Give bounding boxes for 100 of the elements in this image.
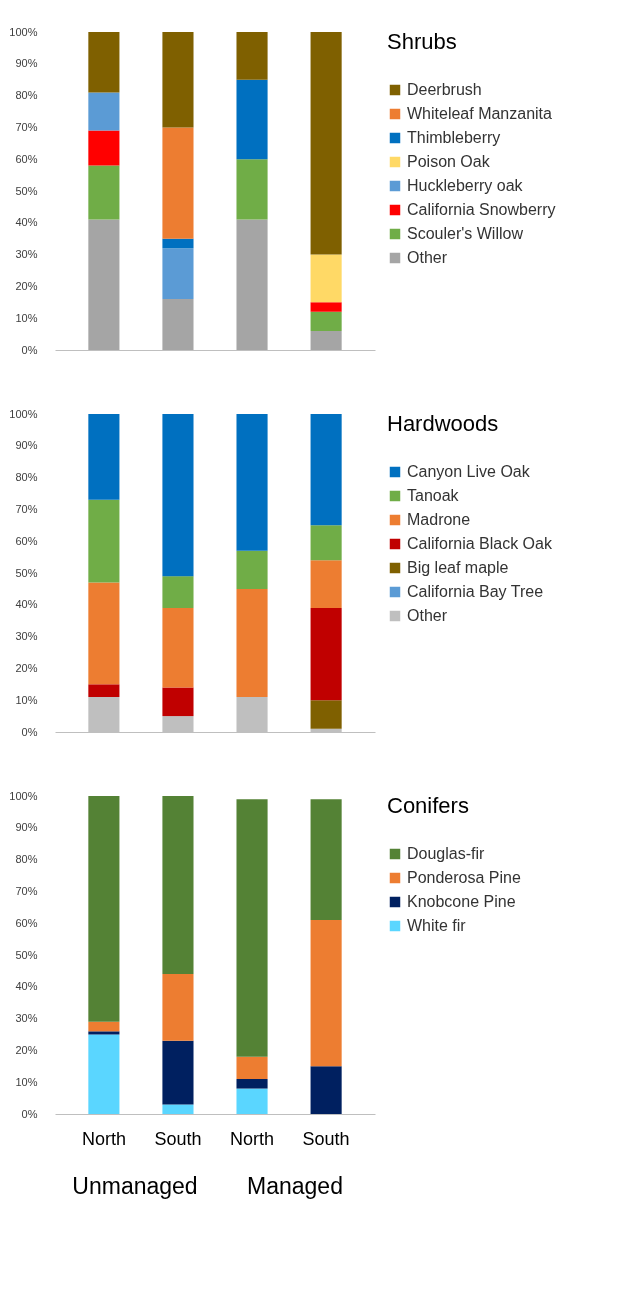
bar — [310, 254, 342, 303]
legend-label: Tanoak — [407, 487, 460, 504]
bar — [236, 1088, 268, 1114]
y-tick-label: 50% — [15, 948, 38, 961]
y-tick-label: 0% — [21, 1107, 38, 1120]
bar — [236, 1079, 268, 1089]
bar — [236, 159, 268, 220]
bar — [162, 687, 194, 717]
legend-label: Huckleberry oak — [407, 177, 524, 194]
legend-label: Canyon Live Oak — [407, 463, 531, 480]
bar — [236, 32, 268, 80]
bar — [88, 92, 120, 131]
y-tick-label: 90% — [15, 821, 38, 834]
bar — [162, 607, 194, 688]
y-tick-label: 20% — [15, 1043, 38, 1056]
bar — [236, 550, 268, 589]
bar — [236, 219, 268, 350]
y-tick-label: 70% — [15, 120, 38, 133]
bar — [162, 127, 194, 239]
y-tick-label: 70% — [15, 884, 38, 897]
bar — [162, 974, 194, 1041]
y-tick-label: 40% — [15, 216, 38, 229]
y-tick-label: 90% — [15, 57, 38, 70]
bar — [236, 799, 268, 1057]
y-tick-label: 0% — [21, 725, 38, 738]
y-tick-label: 80% — [15, 853, 38, 866]
y-tick-label: 0% — [21, 343, 38, 356]
legend-title: Hardwoods — [387, 411, 499, 436]
legend-label: Ponderosa Pine — [407, 869, 521, 886]
bar — [310, 525, 342, 561]
x-tick-label: North — [230, 1128, 275, 1149]
bar — [162, 32, 194, 128]
y-tick-label: 90% — [15, 439, 38, 452]
x-tick-label: North — [81, 1128, 126, 1149]
bar — [310, 414, 342, 526]
legend-label: Big leaf maple — [407, 559, 509, 576]
y-tick-label: 10% — [15, 693, 38, 706]
bar — [88, 414, 120, 500]
y-tick-label: 50% — [15, 184, 38, 197]
y-tick-label: 40% — [15, 980, 38, 993]
bar — [310, 32, 342, 255]
y-tick-label: 10% — [15, 1075, 38, 1088]
x-tick-label: South — [302, 1128, 350, 1149]
legend-label: California Bay Tree — [407, 583, 544, 600]
legend-label: Other — [407, 607, 448, 624]
bar — [310, 607, 342, 701]
legend-label: Other — [407, 249, 448, 266]
y-tick-label: 100% — [9, 789, 38, 802]
bar — [162, 414, 194, 577]
y-tick-label: 30% — [15, 630, 38, 643]
bar — [310, 1066, 342, 1114]
bar — [88, 684, 120, 698]
legend-label: Whiteleaf Manzanita — [407, 105, 553, 122]
legend-label: Knobcone Pine — [407, 893, 516, 910]
legend-title: Shrubs — [387, 29, 457, 54]
bar — [310, 311, 342, 331]
legend-label: White fir — [407, 917, 467, 934]
bar — [162, 248, 194, 300]
bar — [88, 165, 120, 220]
bar — [88, 582, 120, 685]
bar — [88, 796, 120, 1022]
bar — [88, 130, 120, 166]
legend-label: Madrone — [407, 511, 471, 528]
legend-label: Deerbrush — [407, 81, 482, 98]
bar — [88, 499, 120, 583]
y-tick-label: 80% — [15, 89, 38, 102]
bar — [88, 1034, 120, 1114]
bar — [162, 1104, 194, 1114]
bar — [310, 330, 342, 350]
x-tick-label: South — [154, 1128, 202, 1149]
y-tick-label: 20% — [15, 661, 38, 674]
y-tick-label: 70% — [15, 502, 38, 515]
legend-label: Poison Oak — [407, 153, 491, 170]
bar — [162, 576, 194, 608]
bar — [236, 1056, 268, 1080]
bar — [88, 1031, 120, 1035]
y-tick-label: 50% — [15, 566, 38, 579]
text: Unmanaged — [72, 1173, 198, 1199]
legend-label: Thimbleberry — [407, 129, 501, 146]
bar — [88, 219, 120, 350]
bar — [310, 799, 342, 921]
y-tick-label: 100% — [9, 407, 38, 420]
bar — [236, 79, 268, 160]
y-tick-label: 10% — [15, 311, 38, 324]
y-tick-label: 30% — [15, 248, 38, 261]
bar — [310, 920, 342, 1067]
legend-label: California Black Oak — [407, 535, 553, 552]
legend-label: California Snowberry — [407, 201, 556, 218]
bar — [162, 1040, 194, 1105]
y-tick-label: 60% — [15, 916, 38, 929]
text: Managed — [247, 1173, 343, 1199]
bar — [162, 796, 194, 975]
bar — [310, 560, 342, 608]
legend-label: Scouler's Willow — [407, 225, 524, 242]
bar — [310, 302, 342, 312]
y-tick-label: 30% — [15, 1012, 38, 1025]
bar — [88, 1021, 120, 1032]
bar — [310, 700, 342, 729]
y-tick-label: 20% — [15, 279, 38, 292]
y-tick-label: 60% — [15, 534, 38, 547]
